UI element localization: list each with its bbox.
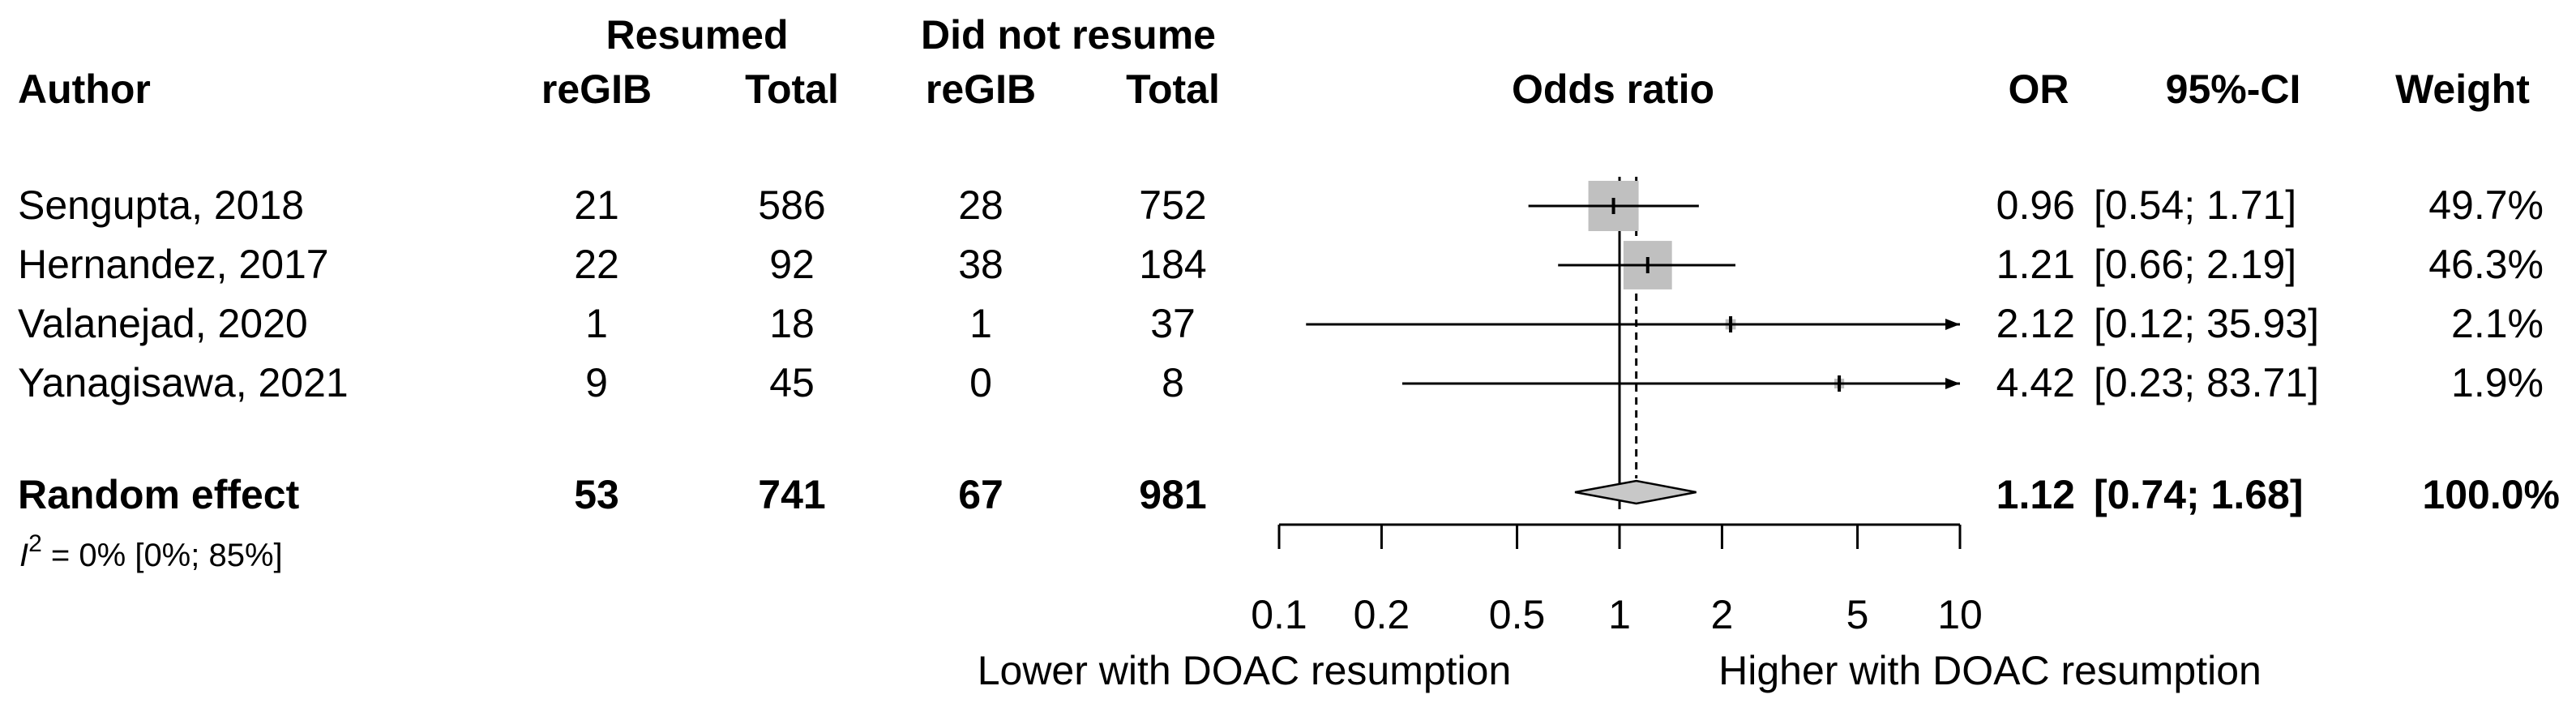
study-author: Sengupta, 2018	[18, 182, 305, 228]
study-ci-value: [0.54; 1.71]	[2094, 182, 2297, 228]
study-resumed-events: 1	[585, 301, 608, 346]
study-or-value: 1.21	[1996, 242, 2075, 287]
study-or-value: 2.12	[1996, 301, 2075, 346]
study-weight-value: 2.1%	[2451, 301, 2544, 346]
header-not-resumed: Did not resume	[921, 12, 1216, 58]
pooled-ci-value: [0.74; 1.68]	[2094, 472, 2304, 517]
study-not-total: 184	[1139, 242, 1207, 287]
pooled-or-value: 1.12	[1996, 472, 2075, 517]
header-or: OR	[2008, 66, 2069, 112]
pooled-diamond	[1574, 479, 1697, 505]
header-weight: Weight	[2395, 66, 2530, 112]
pooled-resumed-events: 53	[574, 472, 619, 517]
header-ci: 95%-CI	[2165, 66, 2301, 112]
x-axis-tick-label: 0.1	[1251, 592, 1307, 637]
study-ci-arrow	[1945, 378, 1960, 389]
study-author: Hernandez, 2017	[18, 242, 329, 287]
study-weight-value: 49.7%	[2428, 182, 2544, 228]
header-resumed-total: Total	[745, 66, 839, 112]
study-ci-value: [0.23; 83.71]	[2094, 360, 2320, 405]
pooled-not-total: 981	[1139, 472, 1207, 517]
study-ci-value: [0.66; 2.19]	[2094, 242, 2297, 287]
study-resumed-total: 45	[769, 360, 815, 405]
header-odds-ratio: Odds ratio	[1511, 66, 1715, 112]
study-weight-value: 1.9%	[2451, 360, 2544, 405]
x-axis-tick-label: 1	[1608, 592, 1631, 637]
study-author: Yanagisawa, 2021	[18, 360, 349, 405]
heterogeneity-text: I2 = 0% [0%; 85%]	[19, 532, 283, 573]
study-not-total: 8	[1162, 360, 1184, 405]
study-weight-value: 46.3%	[2428, 242, 2544, 287]
heterogeneity-sup: 2	[28, 530, 42, 557]
study-or-value: 0.96	[1996, 182, 2075, 228]
study-not-events: 38	[958, 242, 1003, 287]
study-not-events: 0	[969, 360, 992, 405]
study-not-total: 37	[1150, 301, 1196, 346]
study-resumed-total: 586	[758, 182, 826, 228]
header-not-events: reGIB	[925, 66, 1037, 112]
study-not-events: 28	[958, 182, 1003, 228]
study-ci-arrow	[1945, 319, 1960, 330]
x-axis-tick-label: 5	[1846, 592, 1869, 637]
study-resumed-events: 21	[574, 182, 619, 228]
study-resumed-total: 92	[769, 242, 815, 287]
pooled-resumed-total: 741	[758, 472, 826, 517]
header-resumed-events: reGIB	[541, 66, 653, 112]
heterogeneity-symbol: I	[19, 538, 29, 573]
study-resumed-events: 22	[574, 242, 619, 287]
pooled-not-events: 67	[958, 472, 1003, 517]
study-not-events: 1	[969, 301, 992, 346]
x-axis-tick-label: 10	[1937, 592, 1983, 637]
header-not-total: Total	[1126, 66, 1220, 112]
study-ci-value: [0.12; 35.93]	[2094, 301, 2320, 346]
study-author: Valanejad, 2020	[18, 301, 308, 346]
pooled-weight-value: 100.0%	[2422, 472, 2560, 517]
axis-label-higher: Higher with DOAC resumption	[1718, 648, 2261, 693]
header-resumed: Resumed	[605, 12, 789, 58]
header-author: Author	[18, 66, 151, 112]
x-axis-tick-label: 0.2	[1354, 592, 1410, 637]
study-resumed-total: 18	[769, 301, 815, 346]
study-or-value: 4.42	[1996, 360, 2075, 405]
pooled-label: Random effect	[18, 472, 300, 517]
heterogeneity-stat: = 0% [0%; 85%]	[41, 538, 283, 573]
study-resumed-events: 9	[585, 360, 608, 405]
x-axis-tick-label: 0.5	[1489, 592, 1546, 637]
study-not-total: 752	[1139, 182, 1207, 228]
x-axis-tick-label: 2	[1711, 592, 1734, 637]
axis-label-lower: Lower with DOAC resumption	[977, 648, 1512, 693]
